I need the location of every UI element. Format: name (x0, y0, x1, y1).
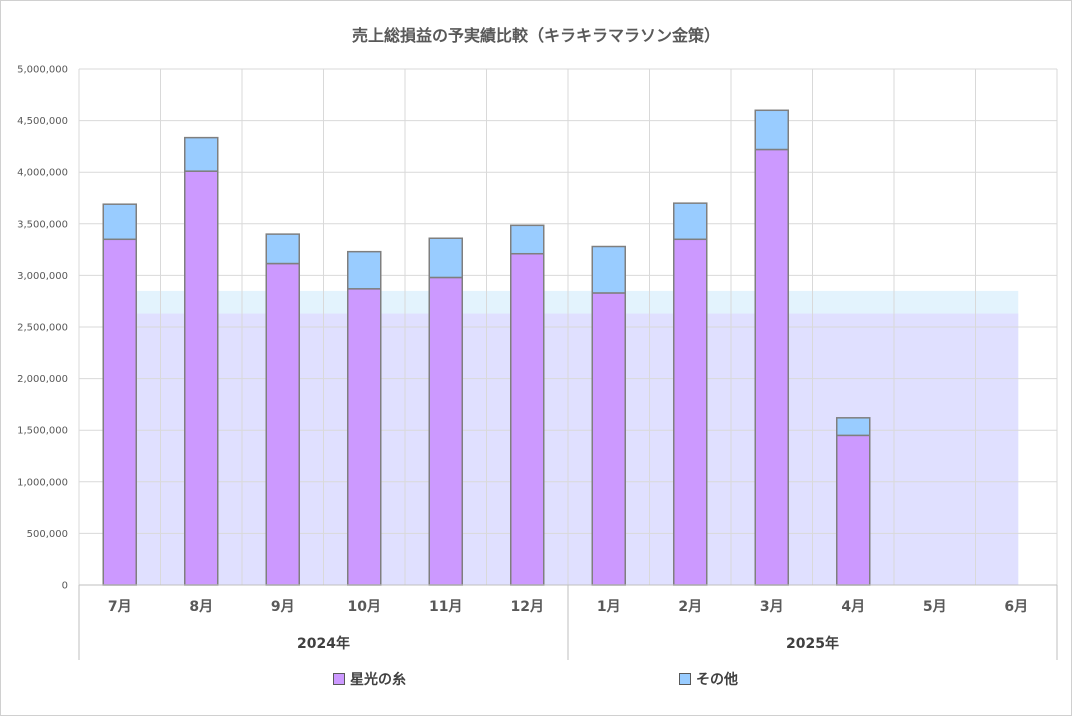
bar-segment-series-1 (510, 252, 545, 586)
legend-label-series-2: その他 (696, 672, 738, 688)
legend-item-series-1: 星光の糸 (333, 670, 406, 688)
bar-segment-series-1 (347, 288, 382, 586)
bar-segment-series-2 (591, 245, 626, 294)
bar-segment-series-1 (754, 148, 789, 586)
legend-item-series-2: その他 (679, 670, 738, 688)
x-tick-label: 2月 (678, 599, 702, 615)
bar-segment-series-2 (510, 224, 545, 255)
x-tick-label: 10月 (348, 599, 381, 615)
y-tick-label: 0 (62, 581, 68, 592)
year-label: 2025年 (786, 635, 839, 652)
y-tick-label: 4,000,000 (17, 168, 68, 179)
y-tick-label: 1,000,000 (17, 477, 68, 488)
bar-segment-series-2 (754, 109, 789, 151)
y-tick-label: 5,000,000 (17, 65, 68, 76)
x-tick-label: 8月 (189, 599, 213, 615)
legend-swatch-series-2 (679, 673, 691, 685)
bar-segment-series-1 (184, 170, 219, 586)
bar-segment-series-1 (265, 262, 300, 586)
legend-label-series-1: 星光の糸 (350, 672, 406, 688)
y-tick-label: 3,500,000 (17, 219, 68, 230)
bar-segment-series-1 (591, 292, 626, 586)
bar-segment-series-1 (673, 238, 708, 586)
x-tick-label: 9月 (271, 599, 295, 615)
y-tick-label: 2,000,000 (17, 374, 68, 385)
y-tick-label: 2,500,000 (17, 323, 68, 334)
bar-segment-series-1 (102, 238, 137, 586)
y-tick-label: 500,000 (27, 529, 68, 540)
x-tick-label: 3月 (760, 599, 784, 615)
x-tick-label: 6月 (1004, 599, 1028, 615)
x-tick-label: 7月 (108, 599, 132, 615)
y-tick-label: 3,000,000 (17, 271, 68, 282)
x-tick-label: 4月 (841, 599, 865, 615)
legend-swatch-series-1 (333, 673, 345, 685)
year-label: 2024年 (297, 635, 350, 652)
x-tick-label: 12月 (511, 599, 544, 615)
bar-segment-series-2 (836, 417, 871, 437)
bar-segment-series-2 (265, 233, 300, 265)
bar-segment-series-2 (347, 250, 382, 290)
bar-segment-series-2 (673, 202, 708, 241)
y-tick-label: 1,500,000 (17, 426, 68, 437)
bar-segment-series-2 (184, 136, 219, 172)
bar-segment-series-2 (102, 203, 137, 241)
x-tick-label: 5月 (923, 599, 947, 615)
bar-segment-series-2 (428, 237, 463, 279)
bar-segment-series-1 (836, 434, 871, 586)
x-tick-label: 11月 (429, 599, 462, 615)
y-tick-label: 4,500,000 (17, 116, 68, 127)
chart-title: 売上総損益の予実績比較（キラキラマラソン金策） (351, 26, 720, 45)
bar-segment-series-1 (428, 276, 463, 586)
x-tick-label: 1月 (597, 599, 621, 615)
